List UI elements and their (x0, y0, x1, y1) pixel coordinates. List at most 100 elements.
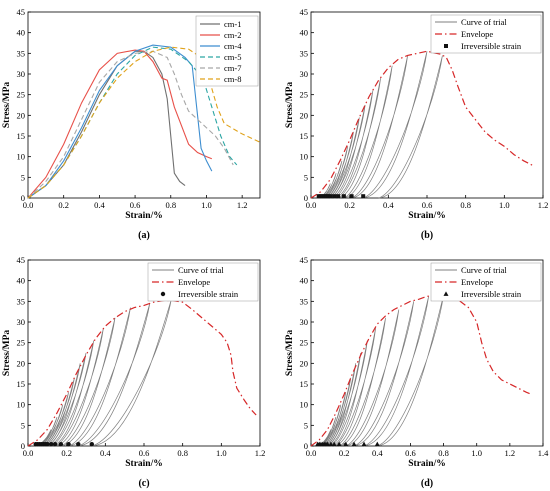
panel-d-x-tick-label: 1.4 (538, 448, 549, 458)
panel-b-trial-curve (337, 78, 381, 199)
panel-c-x-tick-label: 0.2 (61, 448, 72, 458)
panel-c-x-tick-label: 0.8 (177, 448, 188, 458)
panel-a-x-tick-label: 0.6 (130, 200, 141, 210)
panel-a-y-tick-label: 40 (17, 28, 26, 38)
panel-b-irreversible-strain-marker (361, 194, 366, 199)
panel-d-x-tick-label: 0.0 (306, 448, 317, 458)
panel-b-y-tick-label: 40 (300, 28, 309, 38)
panel-b-trial-curve (322, 160, 343, 199)
panel-b-trial-curve (334, 90, 374, 199)
panel-c-envelope-line (27, 299, 257, 447)
panel-d-trial-curve (334, 328, 376, 447)
panel-a-legend-label: cm-2 (224, 30, 241, 40)
panel-c-trial-curve (51, 340, 95, 447)
panel-c-trial-curve (39, 404, 64, 447)
panel-d-trial-curve (353, 301, 415, 447)
panel-d-y-tick-label: 15 (300, 379, 309, 389)
panel-d-x-tick-label: 0.6 (405, 448, 416, 458)
panel-d-irreversible-strain-marker (351, 441, 357, 447)
panel-b-y-tick-label: 5 (304, 172, 308, 182)
panel-b-trial-curve (326, 131, 354, 199)
panel-b-irreversible-strain-marker (349, 194, 354, 199)
panel-c-y-tick-label: 45 (17, 255, 26, 265)
panel-a-label: (a) (138, 230, 150, 241)
panel-c-x-tick-label: 0.6 (139, 448, 150, 458)
panel-d-y-tick-label: 45 (300, 255, 309, 265)
panel-c-y-tick-label: 30 (17, 317, 26, 327)
panel-d-y-tick-label: 35 (300, 296, 309, 306)
panel-d-y-tick-label: 40 (300, 276, 309, 286)
panel-b-y-tick-label: 25 (300, 90, 309, 100)
panel-c-irreversible-strain-marker (58, 442, 64, 447)
panel-a-legend-label: cm-4 (224, 41, 242, 51)
panel-d-legend-envelope-label: Envelope (461, 277, 493, 287)
panel-b-x-tick-label: 0.2 (344, 200, 355, 210)
panel-b: 0.0 0.2 0.4 0.6 0.8 1.0 1.2051015202530354045 … (285, 7, 548, 241)
panel-a-x-tick-label: 1.0 (201, 200, 212, 210)
panel-d-x-tick-label: 0.2 (339, 448, 350, 458)
panel-b-trial-curve (378, 55, 443, 199)
panel-c-legend: Curve of trial Envelope Irreversible strai… (147, 262, 259, 302)
panel-c-series (27, 299, 257, 447)
panel-b-irreversible-strain-marker (341, 194, 346, 199)
panel-b-label: (b) (421, 230, 433, 241)
panel-d-legend-trial-label: Curve of trial (461, 265, 507, 275)
panel-d-irreversible-strain-marker (374, 441, 380, 447)
panel-b-legend-box (430, 14, 542, 54)
panel-a-y-tick-label: 0 (21, 193, 25, 203)
panel-b-trial-curve (324, 146, 349, 199)
panel-c-irreversible-strain-marker (52, 442, 58, 447)
panel-c-irreversible-strain-marker (66, 442, 71, 447)
panel-a-x-tick-label: 1.2 (237, 200, 248, 210)
panel-a-y-axis-label: Stress/MPa (2, 82, 12, 129)
panel-d-y-tick-label: 10 (300, 400, 309, 410)
panel-b-irreversible-strain-marker (336, 194, 341, 199)
panel-b-x-tick-label: 1.0 (499, 200, 510, 210)
panel-d-trial-curve (345, 309, 400, 447)
panel-a-y-tick-label: 25 (17, 90, 26, 100)
panel-a-series-line (27, 46, 261, 199)
panel-d-irreversible-strain-marker (325, 441, 331, 447)
panel-c-y-tick-label: 0 (21, 441, 25, 451)
panel-b-x-tick-label: 1.2 (538, 200, 549, 210)
panel-b-x-tick-label: 0.8 (460, 200, 471, 210)
panel-b-x-tick-label: 0.4 (383, 200, 394, 210)
panel-a-x-tick-label: 0.4 (94, 200, 105, 210)
panel-a-legend-label: cm-7 (224, 63, 241, 73)
panel-a-y-tick-label: 35 (17, 48, 26, 58)
panel-b-legend-trial-label: Curve of trial (461, 17, 507, 27)
panel-c-x-tick-label: 0.4 (100, 448, 111, 458)
panel-a-y-tick-label: 10 (17, 152, 26, 162)
panel-c-irreversible-strain-marker (89, 442, 95, 447)
panel-d-x-tick-label: 0.8 (438, 448, 449, 458)
panel-d-irreversible-strain-marker (336, 441, 342, 447)
panel-d-irreversible-strain-marker (331, 441, 337, 447)
panel-d-irreversible-strain-marker (328, 441, 334, 447)
panel-a-series-line (27, 50, 234, 199)
panel-a-y-tick-label: 5 (21, 172, 25, 182)
panel-c-y-tick-label: 10 (17, 400, 26, 410)
panel-d-x-tick-label: 1.2 (505, 448, 516, 458)
panel-b-y-tick-label: 0 (304, 193, 308, 203)
panel-c-irreversible-strain-marker (49, 442, 54, 447)
panel-b-x-tick-label: 0.0 (306, 200, 317, 210)
panel-c-irreversible-strain-marker (76, 442, 81, 447)
panel-c-y-tick-label: 35 (17, 296, 26, 306)
panel-d-irreversible-strain-marker (343, 441, 349, 447)
panel-d-label: (d) (421, 478, 433, 489)
panel-b-trial-curve (330, 104, 366, 199)
panel-b-trial-curve (363, 51, 428, 199)
panel-b-envelope-line (310, 50, 534, 199)
panel-d-ticks: 0.0 0.2 0.4 0.6 0.8 1.0 1.2 1.4 0 5 10 15 20 25 30 35 40… (300, 255, 550, 458)
panel-b-x-tick-label: 0.6 (422, 200, 433, 210)
panel-d-legend-box (430, 262, 542, 302)
panel-a-legend-label: cm-8 (224, 74, 241, 84)
panel-c-y-tick-label: 25 (17, 338, 26, 348)
panel-a-y-tick-label: 30 (17, 69, 26, 79)
panel-b-legend-envelope-label: Envelope (461, 29, 493, 39)
panel-c-ticks: 0.0 0.2 0.4 0.6 0.8 1.0 1.2 0 5 10 15 20 25 30 35 40 45 (17, 255, 266, 458)
panel-a-ticks: 0.0 0.2 0.4 0.6 0.8 1.0 1.2 0 5 10 15 20 25 30 35 40 45 (17, 7, 248, 210)
panel-b-irreversible-strain-marker (328, 194, 333, 199)
